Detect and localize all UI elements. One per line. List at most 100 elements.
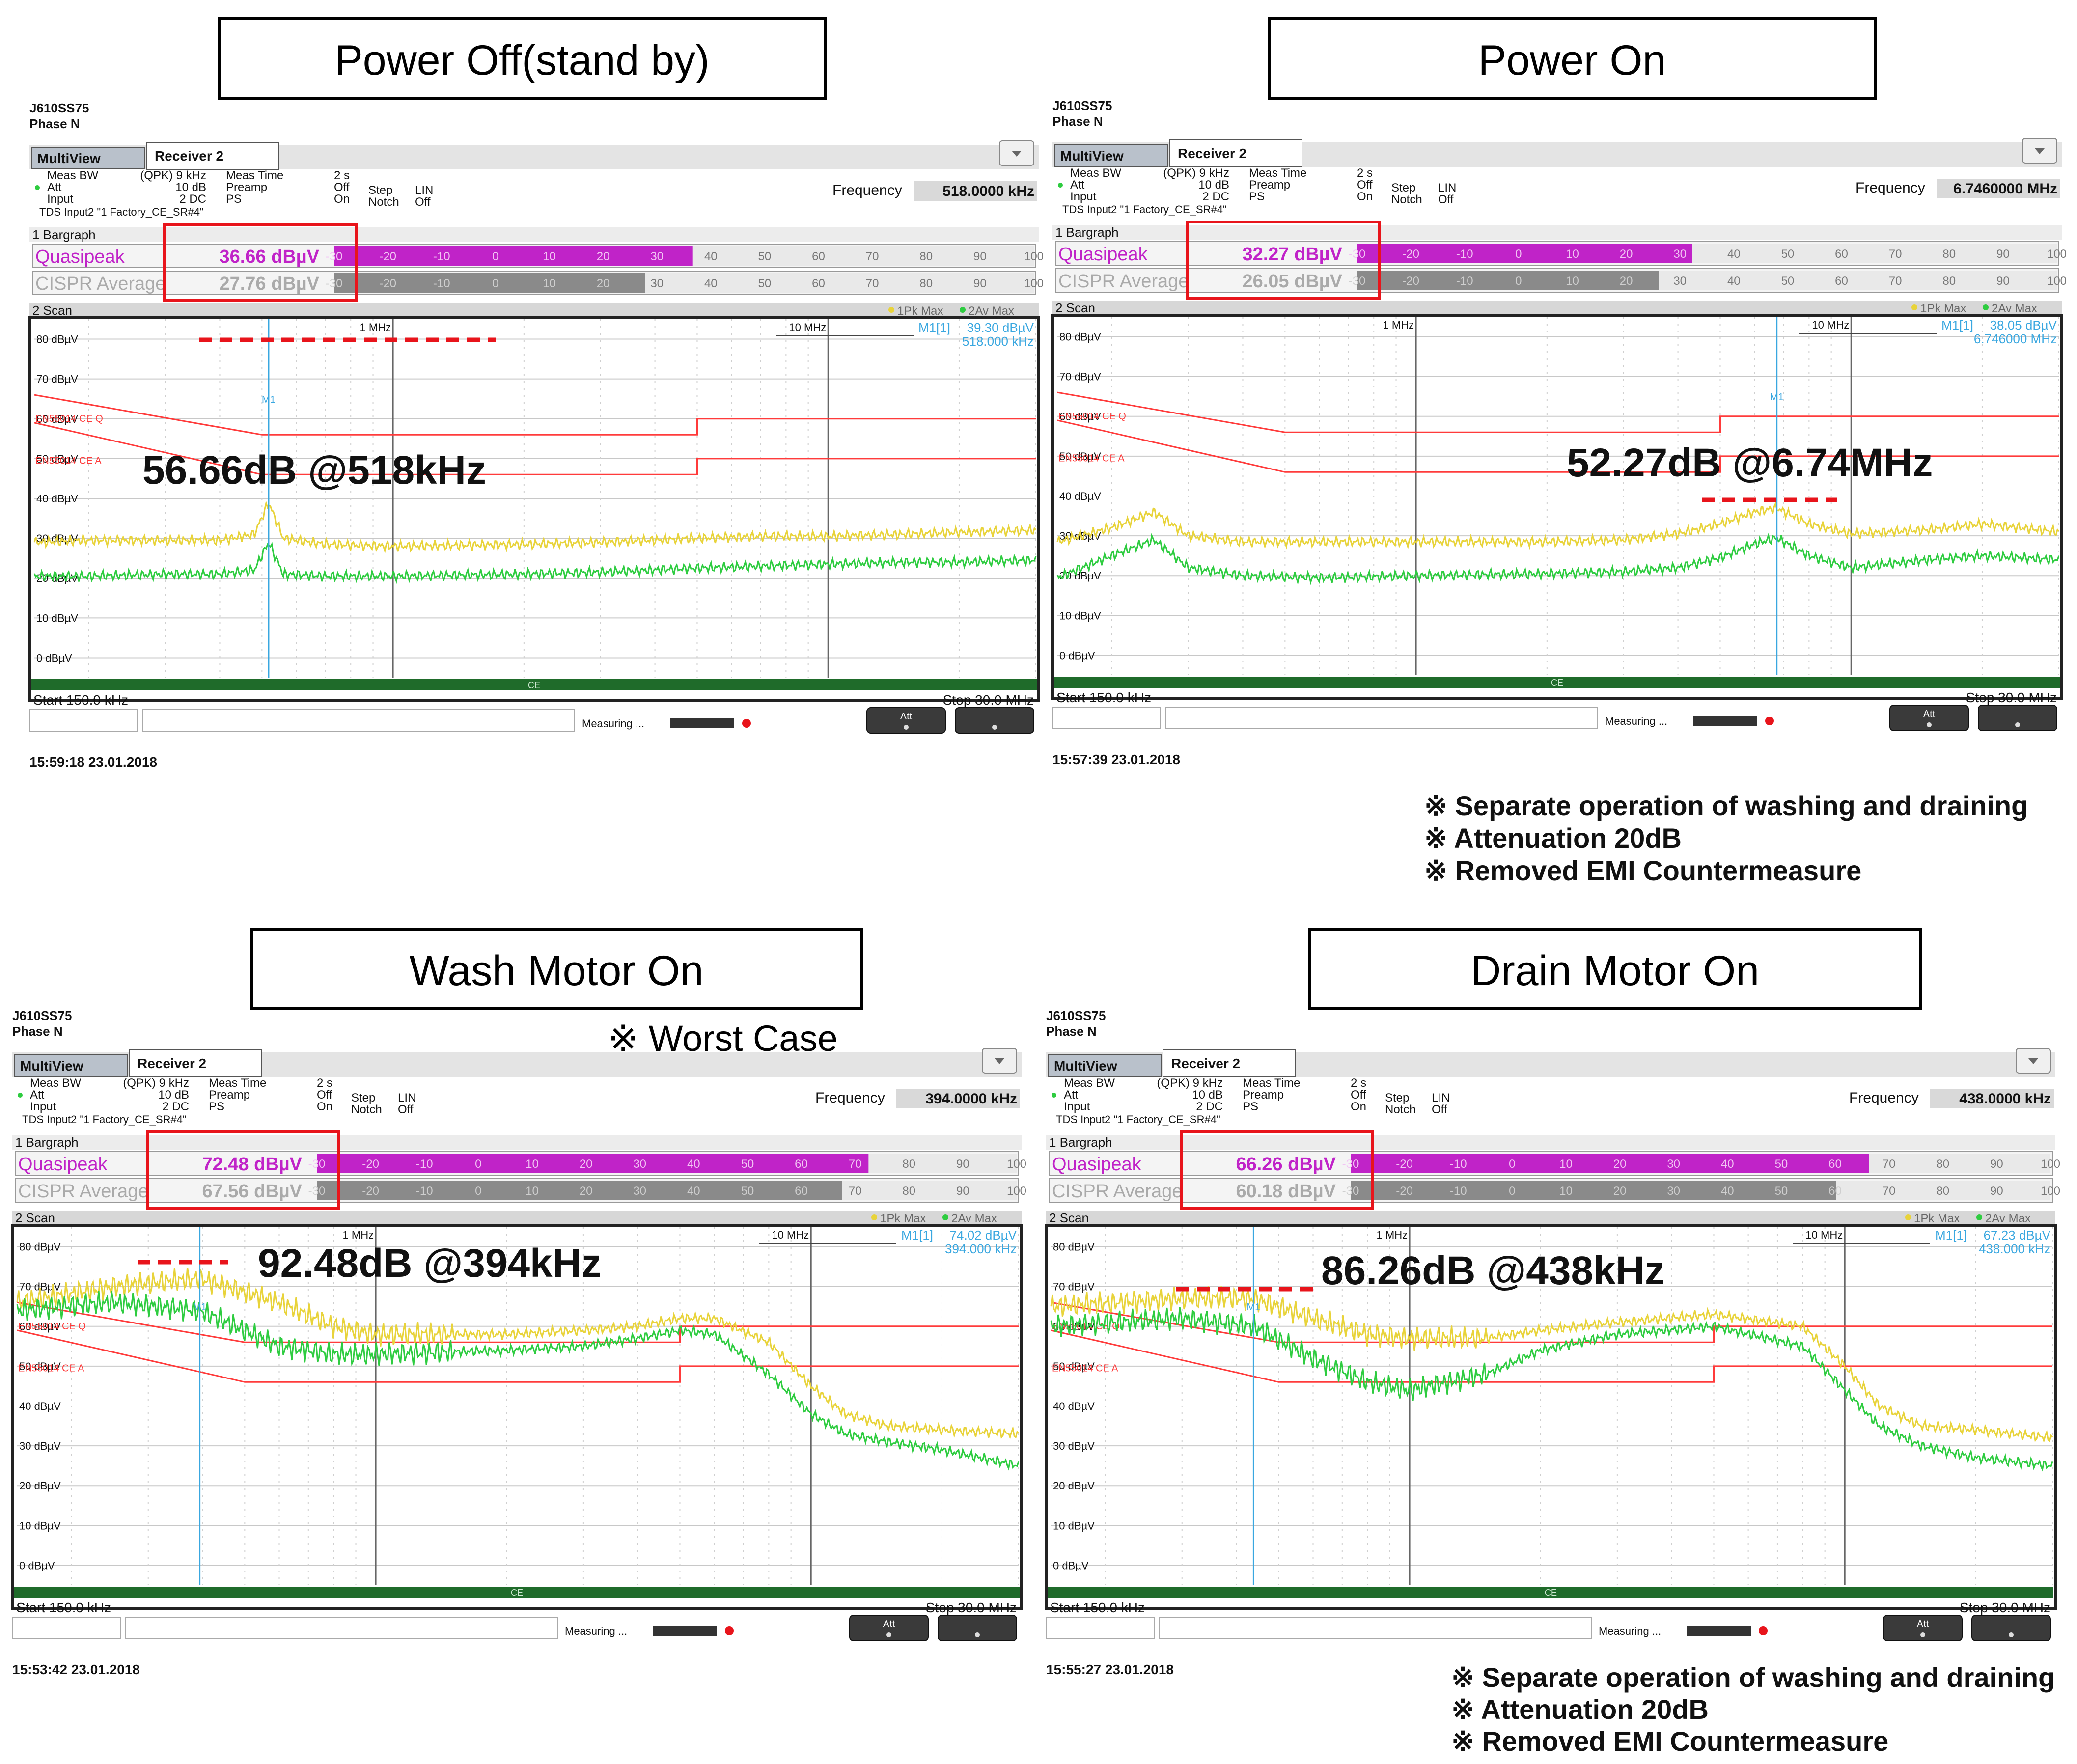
title-wash-motor: Wash Motor On [410, 947, 704, 994]
setting-label: Input [1064, 1100, 1090, 1113]
att-button[interactable] [849, 1615, 929, 1641]
bar-fill [1351, 1181, 1836, 1200]
scan-label: 2 Scan [15, 1211, 55, 1225]
y-tick: 70 dBµV [1053, 1281, 1095, 1293]
marker-level: 39.30 dBµV [967, 320, 1034, 335]
bar-tick: 60 [812, 250, 825, 263]
marker-tag: M1 [262, 394, 276, 405]
softkey-dot-icon [904, 725, 909, 730]
softkey-button[interactable] [938, 1615, 1017, 1641]
tab-receiver[interactable] [129, 1049, 262, 1077]
highlight-box [1180, 1130, 1374, 1210]
bar-tick: 90 [1996, 248, 2010, 261]
bar-tick: 0 [475, 1185, 481, 1198]
y-tick: 40 dBµV [1059, 490, 1101, 502]
bar-tick: 40 [1721, 1185, 1734, 1198]
status-field [125, 1617, 558, 1639]
setting-value: 10 dB [175, 181, 206, 194]
tab-receiver[interactable] [1169, 139, 1302, 167]
bar-tick: 20 [1620, 275, 1633, 288]
bar-tick: -30 [1349, 248, 1366, 261]
limit-qp-label: EN55014 CE Q [35, 413, 103, 424]
tab-multiview[interactable] [1054, 144, 1168, 167]
att-button[interactable] [1883, 1615, 1963, 1641]
ce-label: CE [1551, 678, 1563, 688]
status-dot-icon [18, 1093, 23, 1098]
tab-multiview[interactable] [31, 147, 145, 169]
bar-tick: 30 [1673, 248, 1687, 261]
bar-tick: 90 [956, 1185, 969, 1198]
bar-tick: -20 [1402, 248, 1419, 261]
marker-readout-label: M1[1] [1935, 1228, 1967, 1242]
y-tick: 0 dBµV [19, 1559, 55, 1571]
limit-av-label: EN55014 CE A [18, 1363, 84, 1374]
scan-label: 2 Scan [32, 303, 72, 318]
y-tick: 60 dBµV [36, 413, 78, 425]
limit-line-av [1051, 1329, 2052, 1383]
bar-tick: 70 [866, 277, 879, 290]
bar-fill [334, 246, 693, 266]
bar-tick: -10 [416, 1185, 433, 1198]
bar-tick: -10 [433, 277, 450, 290]
frequency-box [1937, 179, 2060, 198]
notes-bottom: ※ Separate operation of washing and drai… [1451, 1662, 2055, 1757]
status-dot-icon [1058, 183, 1063, 188]
bar-tick: 60 [1835, 275, 1848, 288]
setting-label: PS [209, 1100, 224, 1113]
ce-label: CE [528, 680, 540, 690]
setting-label: PS [226, 193, 242, 206]
tab-multiview[interactable] [1048, 1054, 1162, 1077]
measurement-annotation: 56.66dB @518kHz [142, 448, 486, 493]
softkey-button[interactable] [1978, 705, 2057, 731]
highlight-box [1186, 220, 1381, 300]
setting-label: Att [30, 1088, 45, 1102]
bar-tick: 0 [1515, 275, 1522, 288]
limit-av-label: EN55014 CE A [35, 455, 102, 466]
att-button[interactable] [1889, 705, 1969, 731]
y-tick: 80 dBµV [1059, 331, 1101, 343]
setting-value: Off [398, 1103, 414, 1116]
softkey-button[interactable] [955, 707, 1034, 734]
setting-value: Off [334, 181, 350, 194]
worst-case-note: ※ Worst Case [608, 1018, 838, 1059]
bar-tick: 80 [902, 1158, 915, 1171]
softkey-button[interactable] [1971, 1615, 2051, 1641]
tab-receiver[interactable] [1163, 1049, 1296, 1077]
bar-tick: 30 [1667, 1158, 1680, 1171]
start-frequency: Start 150.0 kHz [1056, 690, 1151, 705]
setting-value: 10 dB [1198, 178, 1229, 192]
bar-tick: 60 [795, 1185, 808, 1198]
y-tick: 20 dBµV [1053, 1480, 1095, 1492]
setting-label: Meas BW [30, 1076, 81, 1090]
setting-label: Input [47, 193, 74, 206]
bar-tick: 70 [1889, 275, 1902, 288]
status-field [1165, 707, 1598, 729]
quasipeak-value: 72.48 dBµV [202, 1154, 302, 1175]
bar-tick: 60 [795, 1158, 808, 1171]
setting-value: 2 s [1351, 1076, 1366, 1090]
start-frequency: Start 150.0 kHz [1050, 1600, 1145, 1615]
tab-multiview[interactable] [14, 1054, 128, 1077]
bar-tick: 30 [1667, 1185, 1680, 1198]
y-tick: 30 dBµV [1053, 1440, 1095, 1452]
trace1-legend: 1Pk Max [1914, 1212, 1960, 1225]
bar-tick: 60 [1828, 1158, 1842, 1171]
measuring-label: Measuring ... [1605, 715, 1667, 727]
limit-line-av [1057, 419, 2059, 473]
bar-tick: 0 [475, 1158, 481, 1171]
bar-fill [1351, 1154, 1869, 1173]
att-button[interactable] [866, 707, 946, 734]
bar-tick: 20 [1620, 248, 1633, 261]
bar-tick: 50 [741, 1185, 754, 1198]
bar-tick: 10 [543, 277, 556, 290]
tab-receiver[interactable] [146, 142, 279, 170]
bar-tick: 60 [1835, 248, 1848, 261]
average-value: 26.05 dBµV [1242, 271, 1342, 292]
device-id: J610SS75 [1052, 98, 1112, 113]
bar-tick: 20 [597, 277, 610, 290]
setting-label: Meas Time [1243, 1076, 1300, 1090]
bargraph-header [1046, 1135, 2055, 1150]
bar-tick: 90 [973, 277, 987, 290]
bar-tick: 60 [812, 277, 825, 290]
stop-frequency: Stop 30.0 MHz [1960, 1600, 2050, 1615]
